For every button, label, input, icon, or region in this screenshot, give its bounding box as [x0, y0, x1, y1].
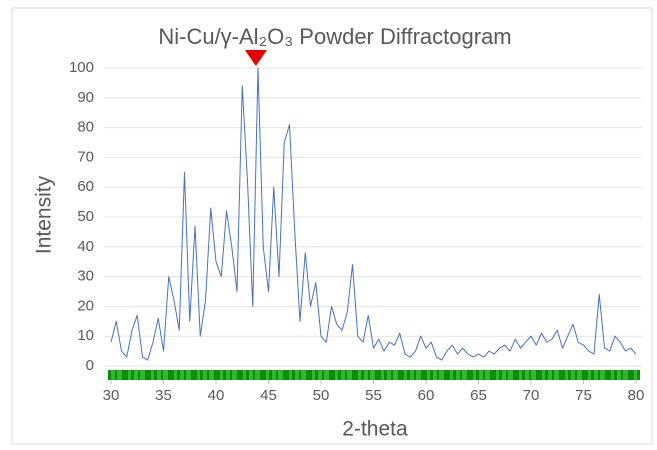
peak-marker — [244, 50, 267, 66]
x-tick-label: 65 — [470, 387, 487, 404]
x-tick-label: 80 — [628, 387, 645, 404]
x-tick-label: 35 — [155, 387, 172, 404]
x-axis-label: 2-theta — [342, 418, 408, 441]
y-tick-label: 60 — [77, 178, 94, 195]
x-tick-label: 30 — [103, 387, 120, 404]
x-tick-label: 75 — [575, 387, 592, 404]
y-tick-label: 80 — [77, 119, 94, 136]
x-tick-label: 45 — [260, 387, 277, 404]
y-tick-label: 10 — [77, 327, 94, 344]
x-tick-label: 40 — [208, 387, 225, 404]
y-tick-label: 40 — [77, 238, 94, 255]
y-tick-label: 90 — [77, 89, 94, 106]
x-tick-label: 55 — [365, 387, 382, 404]
chart-border — [11, 7, 653, 445]
x-tick-label: 60 — [418, 387, 435, 404]
y-tick-label: 30 — [77, 268, 94, 285]
x-tick-label: 50 — [313, 387, 330, 404]
y-tick-label: 0 — [86, 357, 94, 374]
y-tick-label: 70 — [77, 148, 94, 165]
x-tick-label: 70 — [523, 387, 540, 404]
y-axis-label: Intensity — [33, 175, 56, 254]
y-tick-label: 50 — [77, 208, 94, 225]
y-tick-label: 100 — [69, 59, 94, 76]
chart-title: Ni-Cu/γ-Al₂O₃ Powder Diffractogram — [158, 24, 511, 49]
y-tick-label: 20 — [77, 297, 94, 314]
data-line — [110, 67, 637, 361]
